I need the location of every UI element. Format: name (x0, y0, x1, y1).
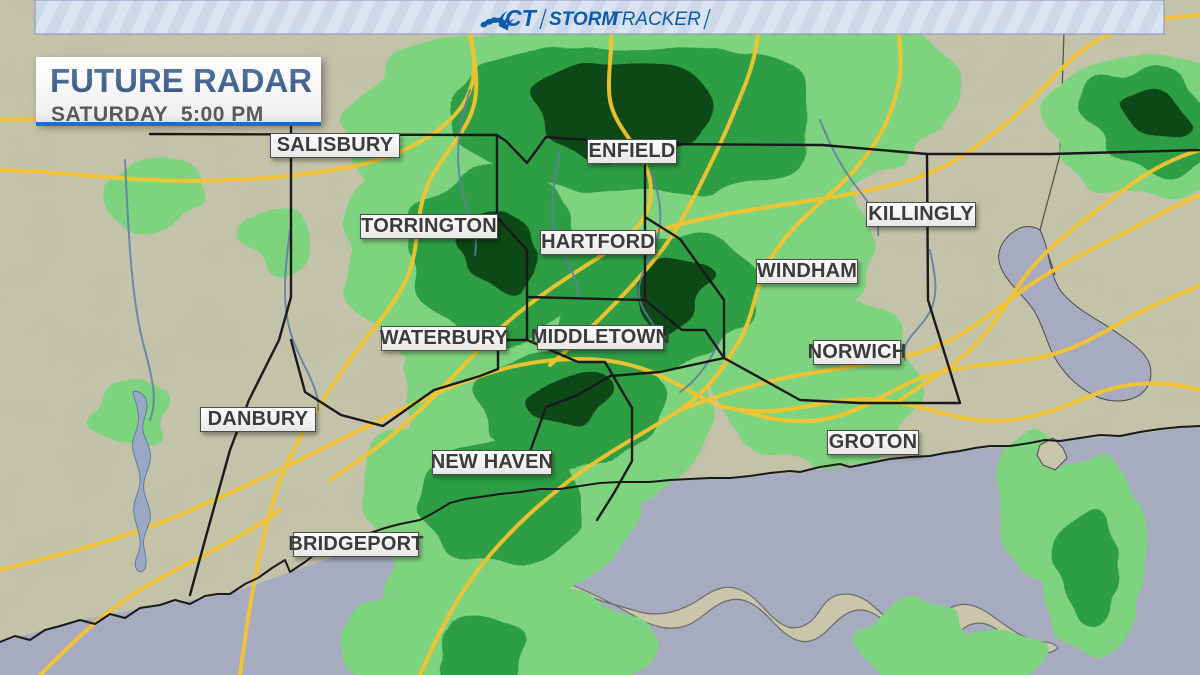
svg-text:CT: CT (505, 7, 538, 31)
svg-text:STORM: STORM (549, 9, 618, 30)
svg-text:TRACKER: TRACKER (610, 9, 701, 30)
